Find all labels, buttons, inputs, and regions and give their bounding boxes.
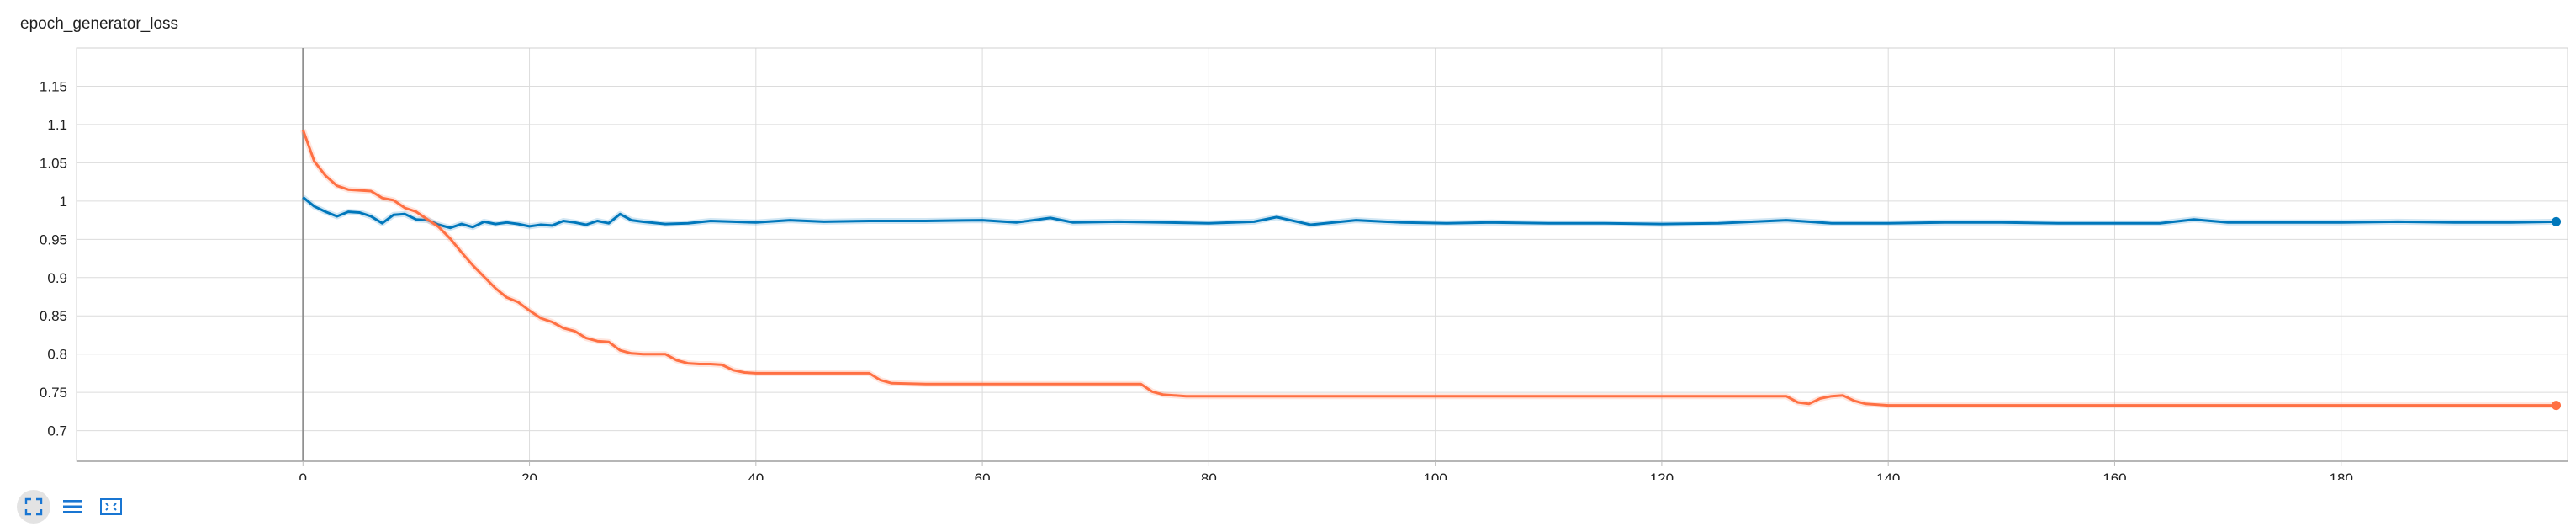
y-tick-label: 0.85 xyxy=(40,308,67,324)
y-tick-label: 0.75 xyxy=(40,385,67,401)
y-tick-label: 1.05 xyxy=(40,155,67,171)
x-tick-label: 180 xyxy=(2330,471,2353,480)
series-0-endpoint xyxy=(2552,216,2562,226)
y-tick-label: 0.95 xyxy=(40,231,67,247)
x-tick-label: 120 xyxy=(1650,471,1674,480)
fit-domain-button[interactable] xyxy=(94,490,128,524)
fit-domain-icon xyxy=(100,498,122,515)
x-tick-label: 40 xyxy=(748,471,764,480)
x-axis-ticks: 0 20 40 60 80 100 120 140 160 180 xyxy=(299,461,2353,480)
y-tick-label: 0.9 xyxy=(47,270,67,286)
chart-title: epoch_generator_loss xyxy=(20,15,179,33)
y-tick-label: 0.8 xyxy=(47,347,67,363)
series-group xyxy=(300,129,2562,411)
series-1-halo xyxy=(300,129,2557,409)
x-tick-label: 80 xyxy=(1201,471,1217,480)
y-tick-label: 1.1 xyxy=(47,117,67,133)
plot-frame xyxy=(76,47,2568,462)
y-axis-ticks: 0.7 0.75 0.8 0.85 0.9 0.95 1 1.05 1.1 1.15 xyxy=(40,78,67,439)
chart-toolbar xyxy=(17,490,128,524)
x-tick-label: 60 xyxy=(975,471,991,480)
list-icon xyxy=(63,500,82,513)
x-tick-label: 160 xyxy=(2103,471,2126,480)
x-tick-label: 100 xyxy=(1423,471,1447,480)
grid-lines xyxy=(77,48,2568,461)
y-tick-label: 1.15 xyxy=(40,78,67,94)
toggle-log-scale-button[interactable] xyxy=(56,490,89,524)
y-tick-label: 0.7 xyxy=(47,423,67,439)
fullscreen-button[interactable] xyxy=(17,490,50,524)
line-chart: 0 20 40 60 80 100 120 140 160 180 0.70.750.80.850… xyxy=(40,47,2568,480)
fullscreen-icon xyxy=(24,497,43,516)
x-tick-label: 0 xyxy=(299,471,307,480)
axes xyxy=(76,47,2568,462)
x-tick-label: 20 xyxy=(521,471,537,480)
series-0-line xyxy=(302,196,2557,230)
series-1-endpoint xyxy=(2552,401,2562,411)
y-tick-label: 1 xyxy=(60,194,67,210)
x-tick-label: 140 xyxy=(1876,471,1900,480)
series-1-line xyxy=(301,129,2557,407)
